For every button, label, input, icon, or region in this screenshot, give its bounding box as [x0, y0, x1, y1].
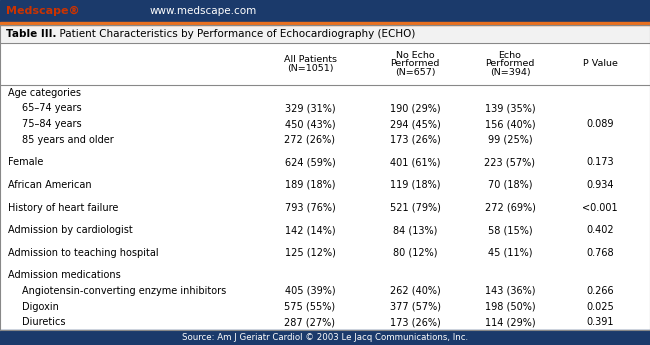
Text: Admission to teaching hospital: Admission to teaching hospital — [8, 248, 159, 258]
Text: Patient Characteristics by Performance of Echocardiography (ECHO): Patient Characteristics by Performance o… — [53, 29, 415, 39]
Text: 125 (12%): 125 (12%) — [285, 248, 335, 258]
Text: 0.768: 0.768 — [586, 248, 614, 258]
Text: Female: Female — [8, 157, 44, 167]
Text: Diuretics: Diuretics — [22, 317, 66, 327]
Text: 119 (18%): 119 (18%) — [390, 180, 440, 190]
Text: (N=1051): (N=1051) — [287, 63, 333, 72]
Text: 287 (27%): 287 (27%) — [285, 317, 335, 327]
Bar — [0, 22, 650, 25]
Text: 58 (15%): 58 (15%) — [488, 225, 532, 235]
Text: 521 (79%): 521 (79%) — [389, 203, 441, 213]
Text: 223 (57%): 223 (57%) — [484, 157, 536, 167]
Text: No Echo: No Echo — [396, 51, 434, 60]
Text: African American: African American — [8, 180, 92, 190]
Text: Source: Am J Geriatr Cardiol © 2003 Le Jacq Communications, Inc.: Source: Am J Geriatr Cardiol © 2003 Le J… — [182, 333, 468, 342]
Text: Performed: Performed — [390, 59, 439, 69]
Text: (N=394): (N=394) — [489, 68, 530, 77]
Text: 272 (26%): 272 (26%) — [285, 135, 335, 145]
Text: 0.266: 0.266 — [586, 286, 614, 296]
Text: 575 (55%): 575 (55%) — [285, 302, 335, 312]
Text: 80 (12%): 80 (12%) — [393, 248, 437, 258]
Text: 0.934: 0.934 — [586, 180, 614, 190]
Text: 0.391: 0.391 — [586, 317, 614, 327]
Text: 793 (76%): 793 (76%) — [285, 203, 335, 213]
Text: 294 (45%): 294 (45%) — [389, 119, 441, 129]
Text: P Value: P Value — [582, 59, 617, 69]
Text: 401 (61%): 401 (61%) — [390, 157, 440, 167]
Text: 173 (26%): 173 (26%) — [389, 317, 441, 327]
Text: 262 (40%): 262 (40%) — [389, 286, 441, 296]
Bar — [0, 330, 650, 345]
Text: 142 (14%): 142 (14%) — [285, 225, 335, 235]
Text: 0.173: 0.173 — [586, 157, 614, 167]
Text: 0.089: 0.089 — [586, 119, 614, 129]
Text: 143 (36%): 143 (36%) — [485, 286, 535, 296]
Text: 173 (26%): 173 (26%) — [389, 135, 441, 145]
Bar — [0, 25, 650, 43]
Text: History of heart failure: History of heart failure — [8, 203, 118, 213]
Text: Admission medications: Admission medications — [8, 270, 121, 280]
Text: Admission by cardiologist: Admission by cardiologist — [8, 225, 133, 235]
Text: <0.001: <0.001 — [582, 203, 617, 213]
Text: Table III.: Table III. — [6, 29, 57, 39]
Text: 0.402: 0.402 — [586, 225, 614, 235]
Text: (N=657): (N=657) — [395, 68, 436, 77]
Text: 99 (25%): 99 (25%) — [488, 135, 532, 145]
Text: 84 (13%): 84 (13%) — [393, 225, 437, 235]
Text: 329 (31%): 329 (31%) — [285, 104, 335, 114]
Text: 70 (18%): 70 (18%) — [488, 180, 532, 190]
Text: Echo: Echo — [499, 51, 521, 60]
Bar — [0, 0, 650, 22]
Text: Angiotensin-converting enzyme inhibitors: Angiotensin-converting enzyme inhibitors — [22, 286, 226, 296]
Text: 0.025: 0.025 — [586, 302, 614, 312]
Text: www.medscape.com: www.medscape.com — [150, 6, 257, 16]
Text: Age categories: Age categories — [8, 88, 81, 98]
Text: All Patients: All Patients — [283, 56, 337, 65]
Text: 405 (39%): 405 (39%) — [285, 286, 335, 296]
Text: 45 (11%): 45 (11%) — [488, 248, 532, 258]
Text: 139 (35%): 139 (35%) — [485, 104, 536, 114]
Text: 450 (43%): 450 (43%) — [285, 119, 335, 129]
Text: Performed: Performed — [486, 59, 535, 69]
Bar — [0, 43, 650, 85]
Text: 65–74 years: 65–74 years — [22, 104, 82, 114]
Text: 75–84 years: 75–84 years — [22, 119, 82, 129]
Text: 198 (50%): 198 (50%) — [485, 302, 536, 312]
Text: Medscape®: Medscape® — [6, 6, 79, 16]
Text: 624 (59%): 624 (59%) — [285, 157, 335, 167]
Text: 272 (69%): 272 (69%) — [484, 203, 536, 213]
Text: Digoxin: Digoxin — [22, 302, 59, 312]
Text: 377 (57%): 377 (57%) — [389, 302, 441, 312]
Text: 114 (29%): 114 (29%) — [485, 317, 536, 327]
Text: 189 (18%): 189 (18%) — [285, 180, 335, 190]
Text: 156 (40%): 156 (40%) — [485, 119, 536, 129]
Text: 190 (29%): 190 (29%) — [390, 104, 440, 114]
Text: 85 years and older: 85 years and older — [22, 135, 114, 145]
Bar — [0, 85, 650, 330]
